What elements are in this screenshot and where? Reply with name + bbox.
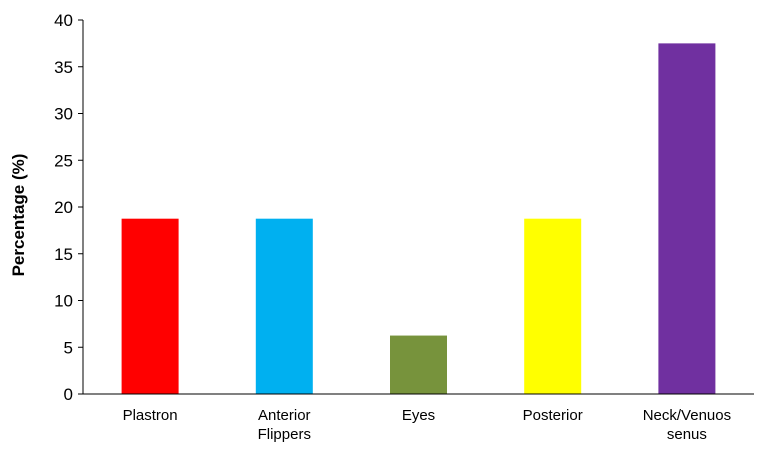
x-category-label-line: Neck/Venuos [643,407,731,424]
y-axis-title: Percentage (%) [9,154,28,277]
x-axis-labels: Plastron Anterior Flippers Eyes Posterior Nec… [123,407,732,443]
bars [121,43,716,394]
x-category-label-line: Eyes [402,407,435,424]
x-category-label: Posterior [523,407,583,424]
x-category-label-line: Plastron [123,407,178,424]
x-category-label-line: Flippers [258,426,311,443]
y-tick-label: 25 [54,151,73,170]
x-category-label: Anterior Flippers [258,407,311,443]
y-tick-label: 10 [54,292,73,311]
bar [390,335,447,394]
bar [658,43,716,394]
y-axis-ticks: 0 5 10 15 20 25 30 35 40 [54,11,83,404]
bar [121,218,179,394]
bar [255,218,313,394]
y-tick-label: 0 [64,385,73,404]
x-category-label-line: Anterior [258,407,311,424]
y-tick-label: 20 [54,198,73,217]
bar [524,218,582,394]
y-tick-label: 30 [54,105,73,124]
y-tick-label: 40 [54,11,73,30]
x-category-label-line: senus [667,426,707,443]
y-tick-label: 15 [54,245,73,264]
x-category-label: Eyes [402,407,435,424]
x-category-label: Plastron [123,407,178,424]
y-tick-label: 5 [64,338,73,357]
x-category-label: Neck/Venuos senus [643,407,731,443]
x-category-label-line: Posterior [523,407,583,424]
y-tick-label: 35 [54,58,73,77]
